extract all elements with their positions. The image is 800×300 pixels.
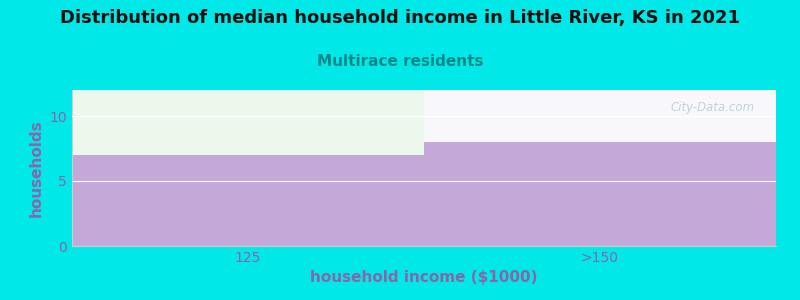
Bar	[72, 90, 424, 246]
Text: City-Data.com: City-Data.com	[670, 101, 755, 114]
Bar	[424, 142, 776, 246]
Bar	[72, 155, 424, 246]
X-axis label: household income ($1000): household income ($1000)	[310, 270, 538, 285]
Text: Distribution of median household income in Little River, KS in 2021: Distribution of median household income …	[60, 9, 740, 27]
Text: Multirace residents: Multirace residents	[317, 54, 483, 69]
Y-axis label: households: households	[29, 119, 44, 217]
Bar	[424, 90, 776, 246]
